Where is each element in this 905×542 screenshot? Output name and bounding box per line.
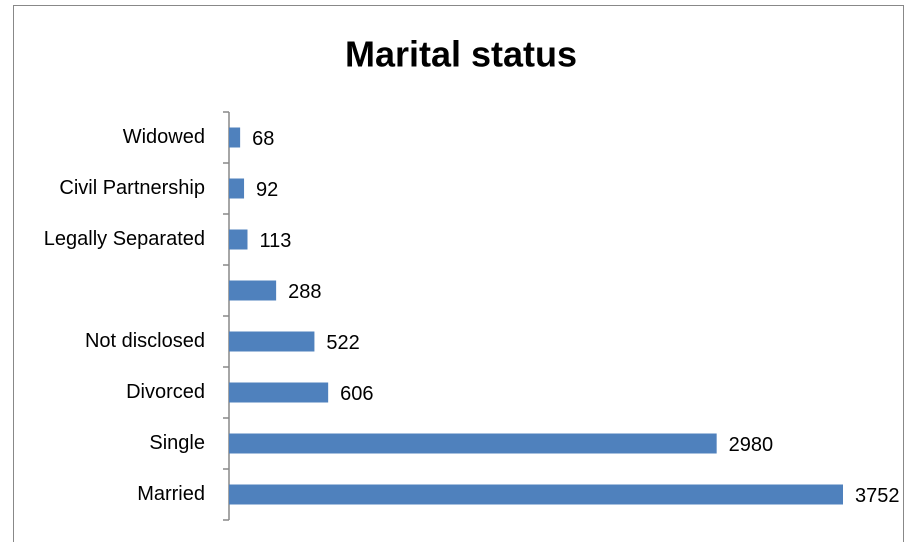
data-label: 113 [259, 230, 291, 252]
y-tick-label: Not disclosed [85, 330, 205, 352]
y-tick-label: Divorced [126, 381, 205, 403]
chart-title: Marital status [345, 34, 577, 75]
bar [229, 382, 329, 403]
bar [229, 127, 241, 148]
data-label: 606 [340, 383, 373, 405]
bar [229, 178, 245, 199]
y-tick-label: Legally Separated [44, 228, 205, 250]
data-label: 288 [288, 281, 321, 303]
data-label: 92 [256, 179, 278, 201]
bar [229, 433, 717, 454]
bar [229, 484, 843, 505]
y-tick-label: Married [137, 483, 205, 505]
data-label: 522 [326, 332, 359, 354]
y-tick-label: Widowed [123, 126, 205, 148]
bar [229, 229, 248, 250]
y-tick-label: Civil Partnership [59, 177, 205, 199]
data-label: 2980 [729, 434, 774, 456]
y-tick-label: Single [149, 432, 205, 454]
data-label: 3752 [855, 485, 900, 507]
bar [229, 280, 277, 301]
chart-border [13, 5, 904, 542]
data-label: 68 [252, 128, 274, 150]
bar [229, 331, 315, 352]
